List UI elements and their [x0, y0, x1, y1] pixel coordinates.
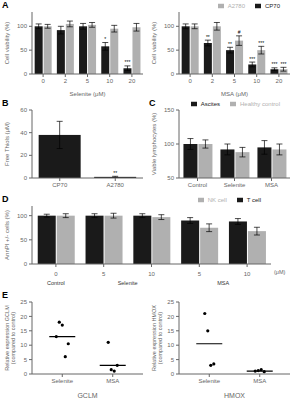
svg-text:***: *** [272, 61, 278, 67]
svg-text:Control: Control [188, 182, 207, 188]
svg-text:*: * [104, 36, 106, 42]
svg-text:MSA (μM): MSA (μM) [221, 91, 248, 97]
svg-text:25: 25 [20, 299, 27, 305]
svg-text:0: 0 [54, 271, 58, 277]
html-text:NK cell: NK cell [207, 197, 227, 203]
svg-text:20: 20 [20, 152, 27, 158]
svg-text:Control: Control [47, 280, 65, 286]
svg-text:5: 5 [198, 271, 202, 277]
svg-text:100: 100 [17, 23, 28, 29]
svg-text:**: ** [206, 34, 210, 40]
html-text:C: C [149, 98, 156, 108]
svg-text:GCLM: GCLM [77, 392, 97, 399]
svg-text:0: 0 [188, 78, 192, 84]
html-text:CP70: CP70 [265, 3, 280, 9]
html-text:T cell: T cell [246, 197, 261, 203]
svg-text:Selenite: Selenite [51, 378, 73, 384]
svg-text:10: 10 [20, 342, 27, 348]
svg-text:Selenite: Selenite [198, 378, 220, 384]
svg-text:5: 5 [86, 78, 90, 84]
svg-text:10: 10 [167, 342, 174, 348]
svg-text:25: 25 [167, 299, 174, 305]
svg-text:0: 0 [41, 78, 45, 84]
svg-text:Relative expression GCLM(compa: Relative expression GCLM(compared to con… [8, 305, 16, 371]
svg-text:Relative expression HMOX(compa: Relative expression HMOX(compared to con… [151, 305, 164, 371]
svg-text:40: 40 [20, 130, 27, 136]
svg-text:150: 150 [164, 107, 175, 113]
svg-text:50: 50 [20, 237, 27, 243]
svg-text:20: 20 [167, 314, 174, 320]
svg-text:10: 10 [253, 78, 260, 84]
svg-text:2: 2 [64, 78, 68, 84]
html-text:Ascites: Ascites [200, 101, 220, 107]
svg-text:MSA: MSA [106, 378, 119, 384]
svg-text:0: 0 [24, 175, 28, 181]
svg-text:60: 60 [20, 107, 27, 113]
svg-text:Cell viability (%): Cell viability (%) [8, 22, 10, 65]
svg-text:50: 50 [167, 175, 174, 181]
html-text:A: A [2, 0, 9, 10]
svg-text:100: 100 [164, 23, 175, 29]
svg-text:0: 0 [24, 261, 28, 267]
svg-text:100: 100 [164, 141, 175, 147]
svg-text:15: 15 [20, 328, 27, 334]
svg-text:MSA: MSA [217, 280, 229, 286]
html-text:E: E [2, 290, 8, 300]
svg-text:HMOX: HMOX [224, 392, 245, 399]
svg-text:20: 20 [20, 314, 27, 320]
svg-text:AnnPI +/- cells (%): AnnPI +/- cells (%) [8, 210, 10, 260]
svg-text:20: 20 [276, 78, 283, 84]
svg-text:100: 100 [17, 213, 28, 219]
svg-text:5: 5 [233, 78, 237, 84]
svg-text:50: 50 [167, 47, 174, 53]
svg-text:***: *** [281, 61, 287, 67]
svg-text:MSA: MSA [253, 378, 266, 384]
svg-text:15: 15 [167, 328, 174, 334]
html-text:Healthy control: Healthy control [240, 101, 280, 107]
svg-text:Selenite: Selenite [118, 280, 138, 286]
svg-text:0: 0 [171, 371, 175, 377]
svg-text:***: *** [125, 59, 131, 65]
svg-text:#: # [238, 29, 241, 35]
svg-text:A2780: A2780 [107, 182, 125, 188]
svg-text:Viable lymphocytes (%): Viable lymphocytes (%) [151, 113, 157, 176]
svg-text:MSA: MSA [265, 182, 278, 188]
svg-text:Selenite: Selenite [224, 182, 246, 188]
svg-text:**: ** [113, 170, 117, 176]
html-text:B: B [2, 98, 9, 108]
svg-text:Free Thiols (μM): Free Thiols (μM) [8, 122, 10, 166]
svg-text:10: 10 [244, 271, 251, 277]
svg-text:CP70: CP70 [52, 182, 68, 188]
svg-text:Cell viability (%): Cell viability (%) [151, 22, 157, 65]
svg-text:50: 50 [20, 47, 27, 53]
svg-text:10: 10 [106, 78, 113, 84]
svg-text:(μM): (μM) [274, 269, 286, 275]
svg-text:10: 10 [148, 271, 155, 277]
svg-text:5: 5 [171, 357, 175, 363]
svg-text:0: 0 [24, 371, 28, 377]
svg-text:0: 0 [24, 71, 28, 77]
svg-text:5: 5 [24, 357, 28, 363]
html-text:D: D [2, 194, 9, 204]
svg-text:0: 0 [171, 71, 175, 77]
svg-text:5: 5 [102, 271, 106, 277]
html-text:A2780: A2780 [227, 3, 245, 9]
svg-text:**: ** [228, 41, 232, 47]
svg-text:2: 2 [211, 78, 215, 84]
svg-text:Selenite (μM): Selenite (μM) [70, 91, 106, 97]
svg-text:20: 20 [129, 78, 136, 84]
svg-text:***: *** [258, 40, 264, 46]
svg-text:***: *** [249, 56, 255, 62]
